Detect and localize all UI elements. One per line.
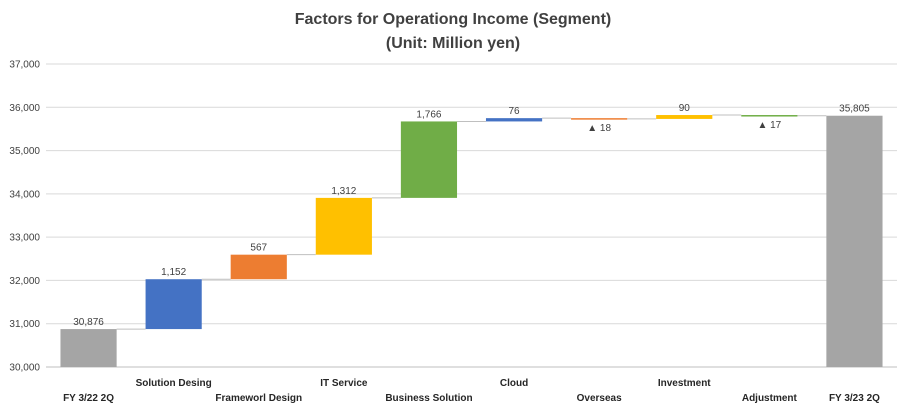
data-label: ▲ 18 xyxy=(587,123,611,134)
bar xyxy=(315,197,372,255)
data-label: 1,152 xyxy=(161,267,186,278)
data-labels: 30,876 1,152 567 1,312 1,766 76 ▲ 18 90 ▲ 17 35,8… xyxy=(73,103,870,328)
x-category-label: Investment xyxy=(658,378,711,389)
x-category-label: FY 3/22 2Q xyxy=(63,393,114,404)
bar xyxy=(826,115,883,367)
y-tick-label: 30,000 xyxy=(9,363,40,374)
y-tick-label: 36,000 xyxy=(9,103,40,114)
data-label: 35,805 xyxy=(839,104,870,115)
y-tick-label: 37,000 xyxy=(9,60,40,71)
bars xyxy=(60,115,883,367)
bar xyxy=(400,121,458,198)
data-label: 1,766 xyxy=(416,109,441,120)
y-tick-label: 35,000 xyxy=(9,146,40,157)
x-category-label: Frameworl Design xyxy=(215,393,302,404)
x-category-label: Adjustment xyxy=(742,393,798,404)
data-label: 30,876 xyxy=(73,317,104,328)
y-tick-label: 34,000 xyxy=(9,189,40,200)
x-category-label: FY 3/23 2Q xyxy=(829,393,880,404)
bar xyxy=(485,118,543,122)
x-category-label: Overseas xyxy=(577,393,622,404)
bar xyxy=(145,279,202,330)
y-tick-label: 31,000 xyxy=(9,319,40,330)
x-category-label: IT Service xyxy=(320,378,368,389)
x-category-label: Solution Desing xyxy=(136,378,212,389)
data-label: 90 xyxy=(679,103,691,114)
data-label: 567 xyxy=(250,243,267,254)
data-label: 76 xyxy=(508,106,520,117)
y-axis-tick-labels: 30,000 31,000 32,000 33,000 34,000 35,000 36,0… xyxy=(9,60,40,374)
chart-title: Factors for Operationg Income (Segment) xyxy=(295,11,611,28)
data-label: ▲ 17 xyxy=(757,120,781,131)
connector-lines xyxy=(116,114,827,330)
bar xyxy=(60,329,117,367)
y-tick-label: 32,000 xyxy=(9,276,40,287)
bar xyxy=(230,254,287,280)
y-tick-label: 33,000 xyxy=(9,233,40,244)
bar xyxy=(571,118,628,120)
chart-subtitle: (Unit: Million yen) xyxy=(386,35,520,52)
bar xyxy=(656,115,713,119)
x-category-label: Business Solution xyxy=(385,393,472,404)
x-category-label: Cloud xyxy=(500,378,528,389)
data-label: 1,312 xyxy=(331,186,356,197)
bar xyxy=(741,115,798,117)
